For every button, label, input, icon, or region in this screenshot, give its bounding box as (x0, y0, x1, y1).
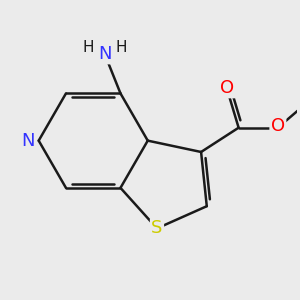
Text: O: O (220, 79, 234, 97)
Text: H: H (115, 40, 127, 55)
Text: H: H (82, 40, 94, 55)
Text: O: O (271, 116, 285, 134)
Text: S: S (151, 219, 163, 237)
Text: N: N (21, 132, 35, 150)
Text: N: N (98, 45, 111, 63)
